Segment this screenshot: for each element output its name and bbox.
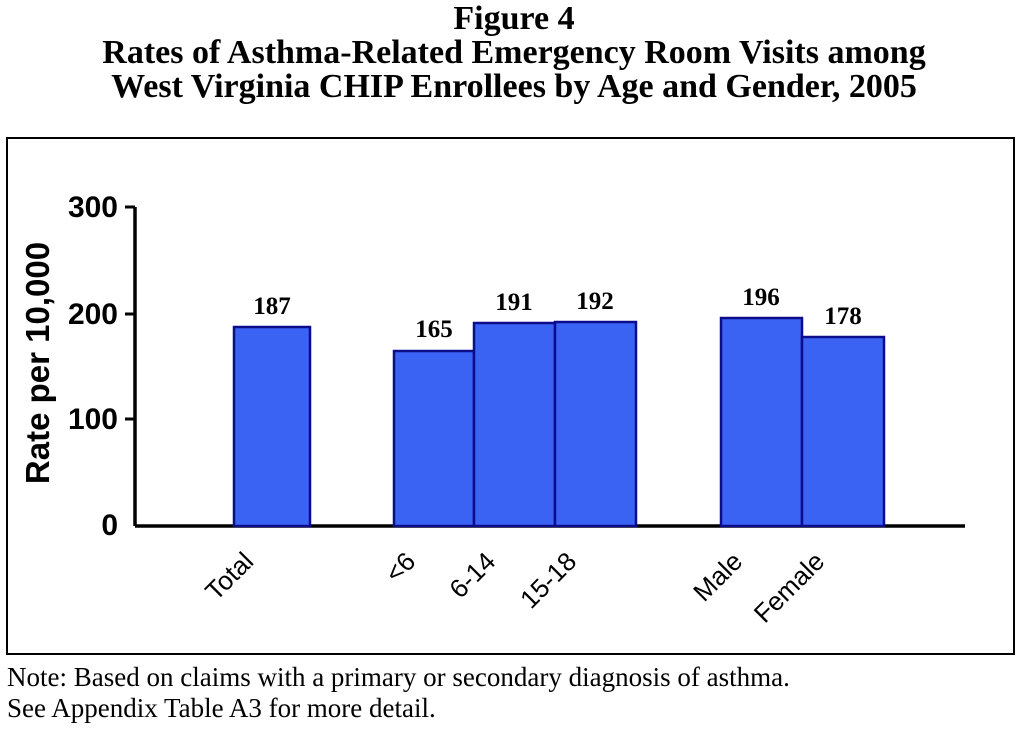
svg-text:100: 100 (68, 403, 118, 436)
svg-text:191: 191 (495, 289, 533, 316)
svg-text:187: 187 (253, 293, 291, 320)
svg-text:Rate per 10,000: Rate per 10,000 (19, 242, 56, 484)
svg-text:Male: Male (687, 546, 748, 607)
svg-text:165: 165 (415, 316, 453, 343)
svg-text:6-14: 6-14 (443, 546, 501, 604)
svg-text:300: 300 (68, 191, 118, 224)
svg-text:<6: <6 (379, 546, 421, 588)
svg-text:178: 178 (824, 303, 862, 330)
svg-text:196: 196 (742, 284, 780, 311)
svg-text:Total: Total (199, 546, 259, 606)
svg-text:Female: Female (748, 546, 831, 629)
svg-text:0: 0 (101, 509, 118, 542)
svg-text:200: 200 (68, 298, 118, 331)
svg-text:15-18: 15-18 (514, 546, 582, 614)
svg-text:192: 192 (576, 288, 614, 315)
